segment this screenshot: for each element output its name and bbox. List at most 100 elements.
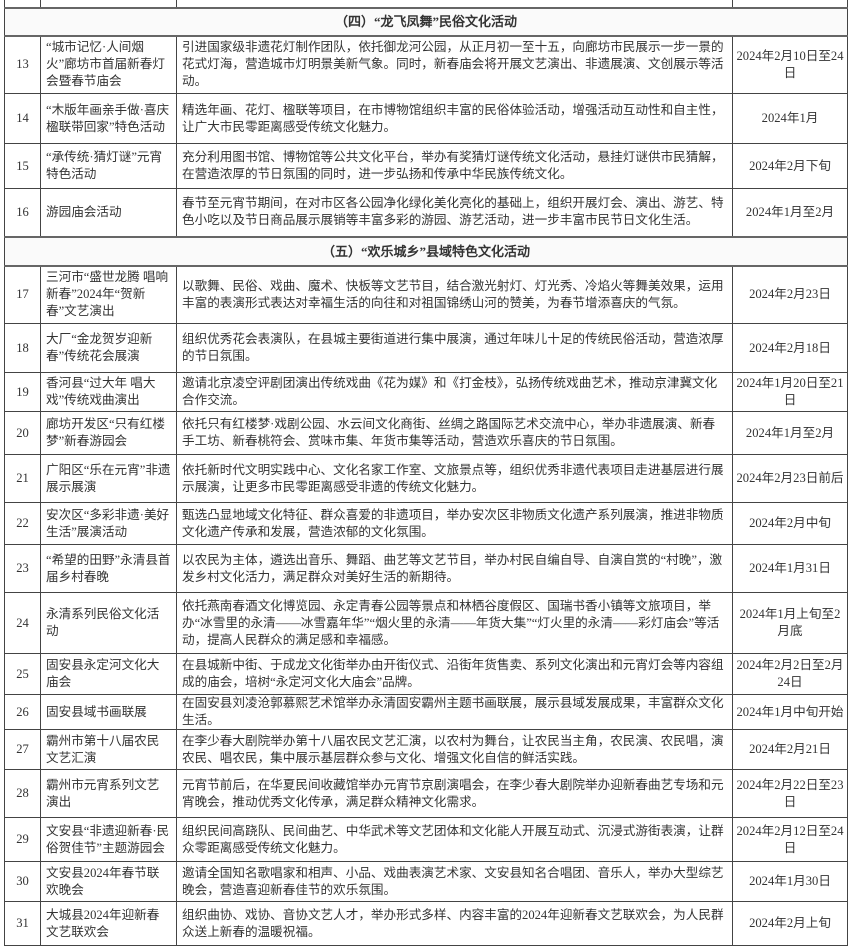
row-number: 29 xyxy=(4,817,41,862)
previous-row-remnant xyxy=(4,0,848,8)
activity-date: 2024年2月中旬 xyxy=(732,502,848,545)
table-row: 16 游园庙会活动 春节至元宵节期间，在对市区各公园净化绿化美化亮化的基础上，组织开… xyxy=(4,188,848,237)
table-row: 31 大城县2024年迎新春文艺联欢会 组织曲协、戏协、音协文艺人才，举办形式多样、… xyxy=(4,901,848,946)
table-row: 13 “城市记忆·人间烟火”廊坊市首届新春灯会暨春节庙会 引进国家级非遗花灯制作团队… xyxy=(4,35,848,94)
table-row: 27 霸州市第十八届农民文艺汇演 在李少春大剧院举办第十八届农民文艺汇演，以农村为舞… xyxy=(4,729,848,770)
activity-name: 大城县2024年迎新春文艺联欢会 xyxy=(40,901,177,946)
table-row: 22 安次区“多彩非遗·美好生活”展演活动 甄选凸显地域文化特征、群众喜爱的非遗项目… xyxy=(4,502,848,545)
activity-date: 2024年1月至2月 xyxy=(732,188,848,237)
activity-description: 组织民间高跷队、民间曲艺、中华武术等文艺团体和文化能人开展互动式、沉浸式游街表演… xyxy=(176,817,733,862)
row-number: 25 xyxy=(4,653,41,695)
activity-description: 以农民为主体，遴选出音乐、舞蹈、曲艺等文艺节目，举办村民自编自导、自演自赏的“村… xyxy=(176,544,733,593)
activity-name: 安次区“多彩非遗·美好生活”展演活动 xyxy=(40,502,177,545)
activity-date: 2024年1月30日 xyxy=(732,861,848,902)
activity-description: 依托只有红楼梦·戏剧公园、水云间文化商街、丝绸之路国际艺术交流中心，举办非遗展演… xyxy=(176,411,733,455)
activity-date: 2024年1月31日 xyxy=(732,544,848,593)
activity-description: 元宵节前后，在华夏民间收藏馆举办元宵节京剧演唱会，在李少春大剧院举办迎新春曲艺专… xyxy=(176,769,733,818)
activity-description: 甄选凸显地域文化特征、群众喜爱的非遗项目，举办安次区非物质文化遗产系列展演，推进… xyxy=(176,502,733,545)
activity-date: 2024年2月10日至24日 xyxy=(732,35,848,94)
activity-name: 广阳区“乐在元宵”非遗展示展演 xyxy=(40,454,177,503)
row-number: 19 xyxy=(4,372,41,412)
activity-name: 香河县“过大年 唱大戏”传统戏曲演出 xyxy=(40,372,177,412)
activity-date: 2024年2月下旬 xyxy=(732,143,848,189)
activity-description: 依托燕南春酒文化博览园、永定青春公园等景点和林栖谷度假区、国瑞书香小镇等文旅项目… xyxy=(176,592,733,654)
activity-name: 游园庙会活动 xyxy=(40,188,177,237)
table-row: 18 大厂“金龙贺岁迎新春”传统花会展演 组织优秀花会表演队，在县城主要街道进行集中… xyxy=(4,323,848,373)
activity-description: 充分利用图书馆、博物馆等公共文化平台，举办有奖猜灯谜传统文化活动，悬挂灯谜供市民… xyxy=(176,143,733,189)
activity-description: 邀请北京凌空评剧团演出传统戏曲《花为媒》和《打金枝》，弘扬传统戏曲艺术，推动京津… xyxy=(176,372,733,412)
activity-name: 固安县域书画联展 xyxy=(40,694,177,730)
table-row: 26 固安县域书画联展 在固安县刘凌沧郭慕熙艺术馆举办永清固安霸州主题书画联展，展示… xyxy=(4,694,848,730)
activity-name: 固安县永定河文化大庙会 xyxy=(40,653,177,695)
row-number: 13 xyxy=(4,35,41,94)
activity-description: 依托新时代文明实践中心、文化名家工作室、文旅景点等，组织优秀非遗代表项目走进基层… xyxy=(176,454,733,503)
table-row: 30 文安县2024年春节联欢晚会 邀请全国知名歌唱家和相声、小品、戏曲表演艺术家、… xyxy=(4,861,848,902)
activity-date: 2024年2月上旬 xyxy=(732,901,848,946)
table-row: 23 “希望的田野”永清县首届乡村春晚 以农民为主体，遴选出音乐、舞蹈、曲艺等文艺节… xyxy=(4,544,848,593)
row-number: 18 xyxy=(4,323,41,373)
section-header-row: （四）“龙飞凤舞”民俗文化活动 xyxy=(4,6,848,37)
row-number: 26 xyxy=(4,694,41,730)
row-number: 14 xyxy=(4,93,41,144)
activity-date: 2024年2月21日 xyxy=(732,729,848,770)
activity-date: 2024年1月中旬开始 xyxy=(732,694,848,730)
table-row: 28 霸州市元宵系列文艺演出 元宵节前后，在华夏民间收藏馆举办元宵节京剧演唱会，在李… xyxy=(4,769,848,818)
activity-date: 2024年2月12日至24日 xyxy=(732,817,848,862)
row-number: 20 xyxy=(4,411,41,455)
row-number: 28 xyxy=(4,769,41,818)
table-row: 15 “承传统·猜灯谜”元宵特色活动 充分利用图书馆、博物馆等公共文化平台，举办有奖… xyxy=(4,143,848,189)
row-number: 31 xyxy=(4,901,41,946)
activity-name: 廊坊开发区“只有红楼梦”新春游园会 xyxy=(40,411,177,455)
activities-table: （四）“龙飞凤舞”民俗文化活动 13 “城市记忆·人间烟火”廊坊市首届新春灯会暨春节… xyxy=(4,0,848,946)
activity-description: 邀请全国知名歌唱家和相声、小品、戏曲表演艺术家、文安县知名合唱团、音乐人，举办大… xyxy=(176,861,733,902)
row-number: 15 xyxy=(4,143,41,189)
activity-date: 2024年1月至2月 xyxy=(732,411,848,455)
section-header-row: （五）“欢乐城乡”县域特色文化活动 xyxy=(4,235,848,267)
row-number: 23 xyxy=(4,544,41,593)
activity-name: 霸州市第十八届农民文艺汇演 xyxy=(40,729,177,770)
activity-date: 2024年2月23日 xyxy=(732,265,848,324)
activity-date: 2024年2月18日 xyxy=(732,323,848,373)
table-row: 25 固安县永定河文化大庙会 在县城新中街、于成龙文化街举办由开街仪式、沿街年货售卖… xyxy=(4,653,848,695)
activity-description: 引进国家级非遗花灯制作团队，依托御龙河公园，从正月初一至十五，向廊坊市民展示一步… xyxy=(176,35,733,94)
activity-description: 在固安县刘凌沧郭慕熙艺术馆举办永清固安霸州主题书画联展，展示县域发展成果，丰富群… xyxy=(176,694,733,730)
activity-description: 在县城新中街、于成龙文化街举办由开街仪式、沿街年货售卖、系列文化演出和元宵灯会等… xyxy=(176,653,733,695)
table-row: 20 廊坊开发区“只有红楼梦”新春游园会 依托只有红楼梦·戏剧公园、水云间文化商街、… xyxy=(4,411,848,455)
activity-date: 2024年1月上旬至2月底 xyxy=(732,592,848,654)
activity-name: 文安县“非遗迎新春·民俗贺佳节”主题游园会 xyxy=(40,817,177,862)
table-row: 14 “木版年画亲手做·喜庆楹联带回家”特色活动 精选年画、花灯、楹联等项目，在市博… xyxy=(4,93,848,144)
row-number: 17 xyxy=(4,265,41,324)
row-number: 30 xyxy=(4,861,41,902)
activity-name: 文安县2024年春节联欢晚会 xyxy=(40,861,177,902)
section-title: （四）“龙飞凤舞”民俗文化活动 xyxy=(4,6,848,37)
row-number: 16 xyxy=(4,188,41,237)
table-row: 19 香河县“过大年 唱大戏”传统戏曲演出 邀请北京凌空评剧团演出传统戏曲《花为媒》… xyxy=(4,372,848,412)
row-number: 27 xyxy=(4,729,41,770)
activity-date: 2024年2月23日前后 xyxy=(732,454,848,503)
activity-description: 以歌舞、民俗、戏曲、魔术、快板等文艺节目，结合激光射灯、灯光秀、冷焰火等舞美效果… xyxy=(176,265,733,324)
table-row: 24 永清系列民俗文化活动 依托燕南春酒文化博览园、永定青春公园等景点和林栖谷度假区… xyxy=(4,592,848,654)
section-title: （五）“欢乐城乡”县域特色文化活动 xyxy=(4,235,848,267)
activity-description: 组织曲协、戏协、音协文艺人才，举办形式多样、内容丰富的2024年迎新春文艺联欢会… xyxy=(176,901,733,946)
activity-description: 组织优秀花会表演队，在县城主要街道进行集中展演，通过年味儿十足的传统民俗活动，营… xyxy=(176,323,733,373)
activity-name: “城市记忆·人间烟火”廊坊市首届新春灯会暨春节庙会 xyxy=(40,35,177,94)
activity-description: 春节至元宵节期间，在对市区各公园净化绿化美化亮化的基础上，组织开展灯会、演出、游… xyxy=(176,188,733,237)
activity-name: 永清系列民俗文化活动 xyxy=(40,592,177,654)
row-number: 24 xyxy=(4,592,41,654)
activity-date: 2024年2月2日至2月24日 xyxy=(732,653,848,695)
activity-date: 2024年1月20日至21日 xyxy=(732,372,848,412)
activity-name: 大厂“金龙贺岁迎新春”传统花会展演 xyxy=(40,323,177,373)
activity-name: “承传统·猜灯谜”元宵特色活动 xyxy=(40,143,177,189)
activity-description: 在李少春大剧院举办第十八届农民文艺汇演，以农村为舞台，让农民当主角，农民演、农民… xyxy=(176,729,733,770)
activity-name: 霸州市元宵系列文艺演出 xyxy=(40,769,177,818)
activity-name: “木版年画亲手做·喜庆楹联带回家”特色活动 xyxy=(40,93,177,144)
row-number: 21 xyxy=(4,454,41,503)
table-row: 29 文安县“非遗迎新春·民俗贺佳节”主题游园会 组织民间高跷队、民间曲艺、中华武术… xyxy=(4,817,848,862)
row-number: 22 xyxy=(4,502,41,545)
table-row: 17 三河市“盛世龙腾 唱响新春”2024年“贺新春”文艺演出 以歌舞、民俗、戏曲、… xyxy=(4,265,848,324)
table-row: 21 广阳区“乐在元宵”非遗展示展演 依托新时代文明实践中心、文化名家工作室、文旅景… xyxy=(4,454,848,503)
activity-description: 精选年画、花灯、楹联等项目，在市博物馆组织丰富的民俗体验活动，增强活动互动性和自… xyxy=(176,93,733,144)
activity-name: 三河市“盛世龙腾 唱响新春”2024年“贺新春”文艺演出 xyxy=(40,265,177,324)
activity-date: 2024年2月22日至23日 xyxy=(732,769,848,818)
activity-name: “希望的田野”永清县首届乡村春晚 xyxy=(40,544,177,593)
